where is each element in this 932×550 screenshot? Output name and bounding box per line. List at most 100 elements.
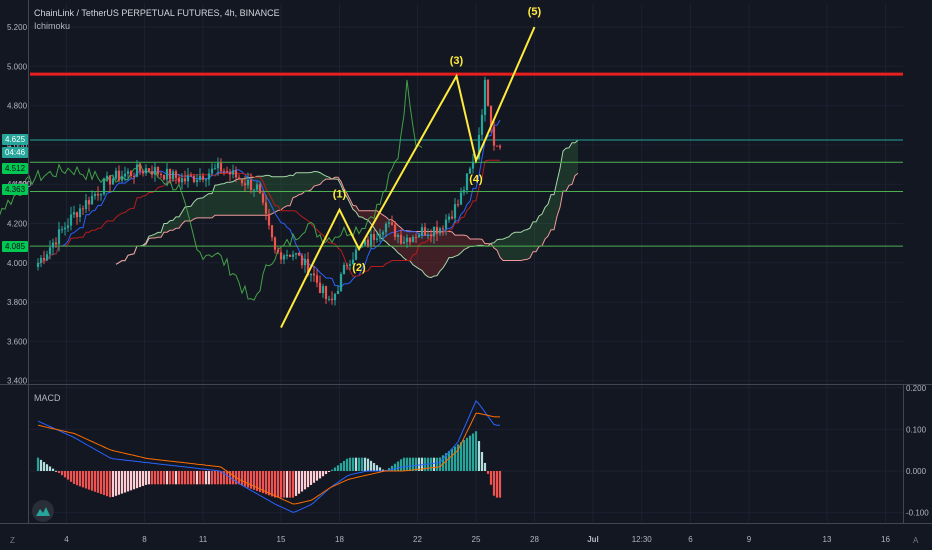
cloud-segment	[305, 172, 308, 192]
macd-histogram-bar	[240, 471, 244, 486]
cloud-segment	[308, 172, 311, 192]
macd-histogram-bar	[462, 440, 466, 471]
macd-histogram-bar	[156, 471, 160, 485]
candle-body	[48, 247, 52, 255]
candle-body	[171, 171, 175, 180]
cloud-segment	[164, 223, 167, 233]
x-tick-label: 11	[199, 535, 208, 544]
macd-histogram-bar	[204, 471, 208, 485]
macd-histogram-bar	[153, 471, 157, 485]
macd-histogram-bar	[348, 457, 352, 471]
cloud-segment	[227, 182, 230, 216]
macd-histogram-bar	[300, 471, 304, 492]
candle-body	[240, 179, 244, 184]
macd-histogram-bar	[471, 433, 475, 471]
candle-body	[396, 234, 400, 238]
candle-body	[438, 228, 442, 234]
cloud-segment	[209, 193, 212, 218]
candle-body	[135, 164, 139, 177]
cloud-segment	[398, 225, 401, 256]
y-tick-label: 4.200	[7, 220, 28, 229]
candle-body	[219, 163, 223, 172]
candle-body	[363, 239, 367, 245]
macd-histogram-bar	[444, 453, 448, 471]
candle-body	[156, 167, 160, 174]
macd-histogram-bar	[294, 471, 298, 496]
candle-body	[120, 176, 124, 181]
candle-body	[57, 229, 61, 245]
cloud-segment	[572, 142, 575, 185]
candle-body	[123, 173, 127, 177]
macd-histogram-bar	[96, 471, 100, 493]
macd-histogram-bar	[141, 471, 145, 486]
candle-body	[180, 178, 184, 183]
corner-right-label[interactable]: A	[913, 536, 919, 545]
macd-histogram-bar	[216, 471, 220, 485]
cloud-segment	[539, 214, 542, 247]
macd-label[interactable]: MACD	[34, 393, 61, 403]
cloud-segment	[509, 233, 512, 261]
cloud-segment	[476, 239, 479, 246]
indicator-label[interactable]: Ichimoku	[34, 21, 71, 31]
macd-histogram-bar	[78, 471, 82, 487]
cloud-segment	[467, 235, 470, 249]
macd-histogram-bar	[138, 471, 142, 488]
chart-title: ChainLink / TetherUS PERPETUAL FUTURES, …	[34, 8, 280, 18]
candle-body	[273, 237, 277, 250]
macd-histogram-bar	[231, 471, 235, 485]
cloud-segment	[224, 182, 227, 216]
macd-histogram-bar	[345, 458, 349, 471]
cloud-segment	[452, 231, 455, 258]
macd-histogram-bar	[222, 471, 226, 485]
macd-histogram-bar	[453, 446, 457, 471]
candle-body	[345, 264, 349, 266]
macd-histogram-bar	[120, 471, 124, 494]
macd-histogram-bar	[372, 463, 376, 471]
corner-left-label[interactable]: Z	[10, 536, 15, 545]
cloud-segment	[242, 178, 245, 216]
cloud-segment	[236, 178, 239, 216]
macd-histogram-bar	[381, 469, 385, 471]
x-tick-label: 9	[747, 535, 752, 544]
cloud-segment	[221, 183, 224, 216]
candle-body	[249, 179, 253, 190]
macd-histogram-bar	[336, 465, 340, 471]
y-tick-label: 3.400	[7, 377, 28, 386]
macd-histogram-bar	[387, 468, 391, 471]
candle-body	[54, 242, 58, 245]
macd-histogram-bar	[168, 471, 172, 485]
macd-histogram-bar	[309, 471, 313, 485]
candle-body	[204, 179, 208, 181]
level-badge-4085: 4.085	[2, 241, 29, 252]
candle-body	[39, 257, 43, 263]
macd-histogram-bar	[492, 471, 496, 496]
candle-body	[216, 163, 220, 169]
candle-body	[417, 235, 421, 238]
macd-histogram-bar	[450, 448, 454, 471]
cloud-segment	[215, 184, 218, 216]
cloud-segment	[230, 181, 233, 216]
candle-body	[255, 184, 259, 190]
cloud-segment	[464, 235, 467, 250]
candle-body	[195, 179, 199, 183]
candle-body	[264, 202, 268, 214]
candle-body	[309, 273, 313, 276]
macd-histogram-bar	[321, 471, 325, 477]
candle-body	[90, 195, 94, 205]
elliott-wave[interactable]: (1) (2) (3) (4) (5)	[280, 6, 542, 329]
macd-histogram-bar	[144, 471, 148, 485]
candle-body	[348, 264, 352, 266]
macd-histogram-bar	[495, 471, 499, 498]
tradingview-logo[interactable]	[32, 500, 54, 522]
macd-histogram-bar	[393, 463, 397, 471]
candle-body	[192, 175, 196, 183]
macd-histogram-bar	[327, 471, 331, 472]
candle-body	[102, 179, 106, 195]
cloud-segment	[461, 235, 464, 253]
macd-histogram-bar	[354, 457, 358, 471]
macd-histogram-bar	[42, 462, 46, 471]
candle-body	[81, 208, 85, 210]
macd-histogram-bar	[378, 467, 382, 471]
wave-label: (3)	[450, 55, 464, 67]
